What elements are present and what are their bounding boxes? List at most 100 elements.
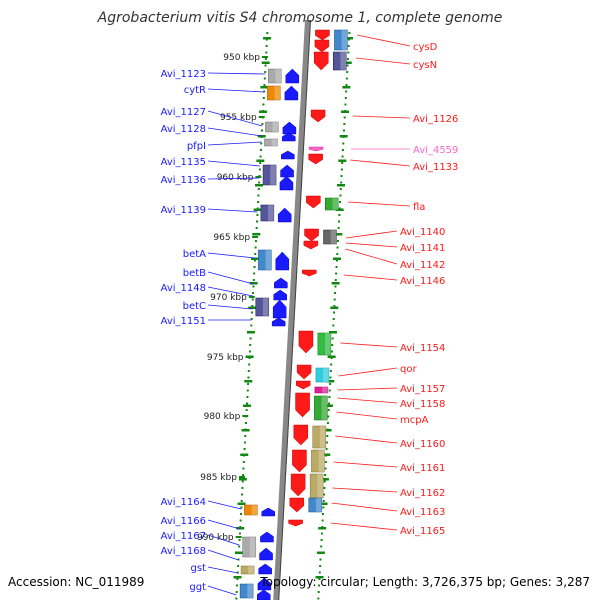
- ruler-dot: [348, 32, 351, 34]
- ruler-dot: [252, 285, 255, 288]
- ruler-tick: [249, 282, 258, 285]
- ruler-dot: [319, 565, 322, 567]
- map-title: Agrobacterium vitis S4 chromosome 1, com…: [97, 10, 503, 26]
- ruler-dot: [260, 129, 263, 132]
- ruler-dot: [254, 253, 257, 255]
- ruler-dot: [243, 441, 246, 444]
- forward-gene-label: Avi_1128: [161, 124, 206, 135]
- ruler-dot: [263, 90, 266, 93]
- reverse-cog-box: [314, 395, 328, 421]
- forward-gene-label: Avi_1139: [161, 205, 206, 216]
- cog-highlight: [317, 474, 324, 498]
- ruler-dot: [247, 383, 250, 385]
- ruler-dot: [332, 318, 335, 320]
- ruler-dot: [326, 422, 329, 424]
- reverse-gene-arrow: [308, 146, 324, 152]
- ruler-dot: [340, 181, 343, 184]
- ruler-dot: [250, 324, 253, 327]
- forward-gene-label: Avi_1167: [161, 531, 206, 542]
- ruler-dot: [261, 123, 264, 125]
- ruler-dot: [329, 383, 332, 385]
- ruler-dot: [329, 376, 332, 379]
- ruler-dot: [253, 272, 256, 275]
- cog-highlight: [248, 566, 255, 574]
- ruler-tick: [248, 306, 257, 309]
- reverse-gene-label: Avi_1146: [400, 276, 445, 287]
- ruler-label: 960 kbp: [217, 173, 254, 183]
- ruler-tick: [334, 233, 343, 236]
- ruler-dot: [259, 155, 262, 158]
- reverse-gene-arrow: [315, 29, 330, 41]
- reverse-cog-box: [324, 197, 339, 211]
- ruler-dot: [236, 578, 239, 580]
- ruler-dot: [325, 441, 328, 444]
- ruler-tick: [242, 404, 251, 407]
- chromosome-backbone-edge: [278, 19, 311, 600]
- forward-gene-arrow: [261, 507, 276, 517]
- reverse-gene-arrow: [298, 330, 314, 354]
- forward-label-leader: [207, 585, 237, 596]
- ruler-dot: [262, 97, 265, 99]
- reverse-label-leader: [340, 342, 398, 348]
- reverse-label-leader: [345, 242, 398, 248]
- reverse-gene-arrow: [304, 228, 319, 242]
- ruler-tick: [323, 429, 332, 432]
- ruler-dot: [241, 487, 244, 489]
- ruler-dot: [345, 90, 348, 93]
- reverse-gene-label: Avi_1160: [400, 439, 445, 450]
- cog-highlight: [330, 230, 337, 244]
- ruler-dot: [327, 409, 330, 411]
- ruler-tick: [233, 576, 242, 579]
- reverse-label-leader: [352, 115, 411, 119]
- reverse-gene-arrow: [308, 153, 323, 165]
- reverse-gene-label: Avi_1126: [413, 114, 458, 125]
- ruler-dot: [341, 149, 344, 151]
- ruler-dot: [335, 272, 338, 275]
- reverse-label-leader: [337, 397, 398, 404]
- forward-label-leader: [207, 534, 240, 546]
- ruler-dot: [240, 506, 243, 509]
- ruler-dot: [251, 311, 254, 314]
- reverse-gene-arrow: [295, 380, 311, 390]
- ruler-tick: [241, 429, 250, 432]
- ruler-dot: [264, 71, 267, 73]
- label-layer: Avi_1123 cytR Avi_1127 Avi_1128 pfpI Avi_1135…: [161, 34, 458, 596]
- reverse-gene-arrow: [293, 424, 309, 446]
- ruler-dot: [249, 337, 252, 340]
- gene-layer: [257, 29, 330, 600]
- ruler-dot: [249, 344, 252, 346]
- ruler-tick: [263, 37, 272, 40]
- reverse-gene-label: fla: [413, 202, 425, 213]
- ruler-tick: [315, 576, 324, 579]
- forward-label-leader: [207, 177, 260, 180]
- ruler-tick: [320, 478, 329, 481]
- ruler-tick: [237, 502, 246, 505]
- forward-label-leader: [207, 252, 255, 259]
- ruler-dot: [237, 558, 240, 561]
- ruler-dot: [252, 292, 255, 294]
- reverse-label-leader: [333, 461, 398, 468]
- reverse-cog-box: [315, 367, 330, 383]
- reverse-gene-label: cysD: [413, 42, 438, 53]
- ruler-dot: [329, 370, 332, 372]
- reverse-label-leader: [330, 522, 398, 531]
- ruler-dot: [335, 259, 338, 262]
- ruler-dot: [332, 324, 335, 327]
- reverse-label-leader: [336, 411, 398, 420]
- ruler-dot: [263, 84, 266, 86]
- ruler-dot: [326, 435, 329, 437]
- forward-gene-label: Avi_1127: [161, 107, 206, 118]
- ruler-dot: [333, 298, 336, 301]
- ruler-dot: [345, 84, 348, 86]
- ruler-label: 985 kbp: [200, 473, 237, 483]
- ruler-dot: [251, 305, 254, 307]
- ruler-dot: [255, 227, 258, 229]
- ruler-dot: [344, 97, 347, 99]
- reverse-label-leader: [345, 248, 398, 265]
- ruler-dot: [246, 396, 249, 398]
- forward-gene-label: Avi_1168: [161, 546, 206, 557]
- ruler-dot: [253, 259, 256, 262]
- ruler-dot: [318, 584, 321, 587]
- ruler-tick: [318, 527, 327, 530]
- reverse-gene-arrow: [296, 364, 312, 380]
